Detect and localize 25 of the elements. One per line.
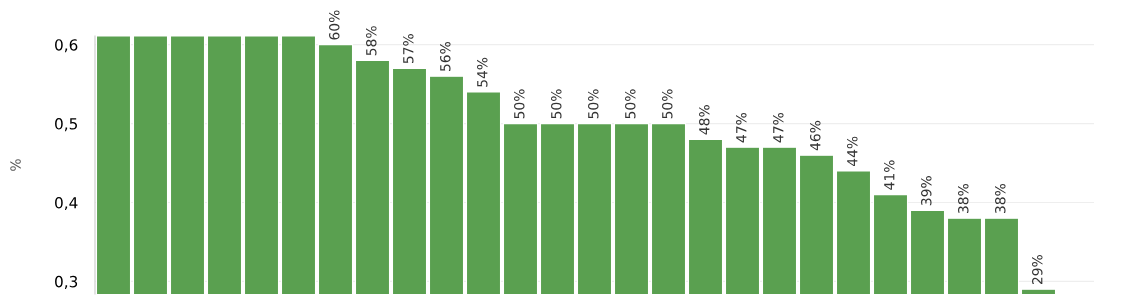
y-tick-label: 0,6 — [55, 39, 78, 53]
data-label: 57% — [403, 34, 414, 64]
data-label: 56% — [440, 41, 451, 71]
data-label: 54% — [477, 57, 488, 87]
data-label: 50% — [625, 89, 636, 119]
data-label: 58% — [366, 26, 377, 56]
data-label: 47% — [736, 112, 747, 143]
data-label: 38% — [958, 183, 969, 214]
data-label: 46% — [810, 120, 821, 151]
data-label: 50% — [588, 89, 599, 119]
data-label: 44% — [847, 136, 858, 167]
data-label: 39% — [921, 176, 932, 206]
data-label: 50% — [514, 89, 525, 119]
data-label: 47% — [773, 112, 784, 143]
data-label: 29% — [1032, 255, 1043, 285]
y-axis-title: % — [10, 159, 21, 171]
data-label: 50% — [551, 89, 562, 119]
data-label: 50% — [662, 89, 673, 119]
data-label: 41% — [884, 160, 895, 190]
data-label: 48% — [699, 105, 710, 135]
y-tick-label: 0,4 — [55, 196, 78, 211]
y-tick-label: 0,3 — [55, 275, 78, 289]
data-label: 38% — [995, 183, 1006, 214]
data-label: 60% — [329, 10, 340, 40]
y-tick-label: 0,5 — [55, 118, 77, 132]
